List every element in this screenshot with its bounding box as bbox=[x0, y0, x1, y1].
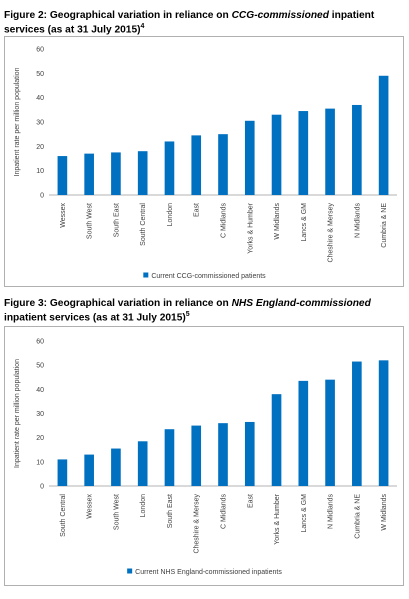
x-tick-label: South Central bbox=[140, 203, 147, 246]
x-tick-label: London bbox=[140, 494, 147, 517]
figure-2-title: Figure 2: Geographical variation in reli… bbox=[4, 10, 404, 35]
x-tick-label: W Midlands bbox=[274, 203, 281, 240]
y-tick-label: 0 bbox=[40, 193, 44, 200]
x-tick-label: Yorks & Humber bbox=[247, 202, 254, 253]
bar bbox=[137, 441, 148, 486]
y-tick-label: 10 bbox=[36, 168, 44, 175]
bar bbox=[298, 380, 309, 486]
figure-3-chart: 0 10 20 30 40 50 60 Inpatient rate per million … bbox=[4, 326, 404, 586]
figure-2-footnote: 4 bbox=[140, 23, 145, 30]
legend-swatch bbox=[143, 272, 149, 278]
y-tick-label: 40 bbox=[36, 387, 44, 394]
figure-2-chart: 0 10 20 30 40 50 60 Inpatient rate per million … bbox=[4, 36, 404, 287]
x-tick-label: Yorks & Humber bbox=[274, 493, 281, 544]
x-tick-label: Lancs & GM bbox=[301, 203, 308, 242]
x-tick-label: South Central bbox=[60, 494, 67, 537]
x-tick-label: South West bbox=[87, 203, 94, 239]
y-axis-label: Inpatient rate per million population bbox=[14, 67, 21, 176]
bar bbox=[111, 448, 121, 486]
bar bbox=[57, 156, 68, 195]
bar bbox=[84, 153, 94, 195]
figure-2-title-emphasis: CCG-commissioned bbox=[231, 10, 329, 21]
bar bbox=[57, 459, 68, 486]
y-tick-label: 30 bbox=[36, 120, 44, 127]
bar bbox=[325, 108, 335, 195]
y-tick-label: 20 bbox=[36, 144, 44, 151]
x-tick-label: Cumbria & NE bbox=[354, 494, 361, 539]
x-tick-label: C Midlands bbox=[221, 494, 228, 530]
x-tick-label: East bbox=[194, 203, 201, 217]
x-tick-label: Wessex bbox=[87, 494, 94, 519]
bar bbox=[218, 134, 228, 195]
x-tick-label: Lancs & GM bbox=[301, 494, 308, 533]
y-tick-label: 60 bbox=[36, 339, 44, 346]
figure-3-title: Figure 3: Geographical variation in reli… bbox=[4, 298, 404, 323]
figure-3-footnote: 5 bbox=[185, 311, 190, 318]
bar bbox=[137, 151, 148, 195]
y-tick-label: 0 bbox=[40, 484, 44, 491]
y-axis-label: Inpatient rate per million population bbox=[14, 359, 21, 468]
bar bbox=[84, 454, 94, 486]
figure-2-chart-svg: 0 10 20 30 40 50 60 Inpatient rate per million … bbox=[14, 47, 397, 280]
x-tick-label: South West bbox=[113, 494, 120, 530]
y-tick-label: 20 bbox=[36, 435, 44, 442]
bar bbox=[191, 425, 202, 486]
bar bbox=[244, 421, 255, 486]
y-tick-label: 60 bbox=[36, 47, 44, 54]
y-tick-label: 10 bbox=[36, 459, 44, 466]
y-tick-label: 40 bbox=[36, 95, 44, 102]
bar bbox=[191, 135, 202, 195]
figure-3-chart-svg: 0 10 20 30 40 50 60 Inpatient rate per million … bbox=[14, 339, 397, 576]
x-tick-label: South East bbox=[113, 203, 120, 237]
bar bbox=[271, 394, 282, 486]
x-tick-label: East bbox=[247, 494, 254, 508]
legend-swatch bbox=[127, 568, 133, 574]
y-tick-label: 30 bbox=[36, 411, 44, 418]
x-tick-label: Cheshire & Mersey bbox=[328, 203, 335, 263]
figure-2-title-suffix: inpatient services (as at 31 July 2015) bbox=[4, 10, 375, 36]
figure-3-title-prefix: Figure 3: Geographical variation in reli… bbox=[4, 298, 232, 309]
x-tick-label: N Midlands bbox=[328, 494, 335, 530]
bar bbox=[325, 379, 335, 486]
figure-2-title-prefix: Figure 2: Geographical variation in reli… bbox=[4, 10, 232, 21]
x-tick-label: South East bbox=[167, 494, 174, 528]
x-tick-label: Wessex bbox=[60, 203, 67, 228]
x-tick-label: N Midlands bbox=[354, 203, 361, 239]
x-tick-label: C Midlands bbox=[221, 203, 228, 239]
figure-3-title-suffix: inpatient services (as at 31 July 2015) bbox=[4, 312, 186, 324]
figure-3-title-emphasis: NHS England-commissioned bbox=[231, 298, 371, 309]
x-tick-label: London bbox=[167, 203, 174, 226]
bar bbox=[352, 361, 362, 486]
bar bbox=[352, 104, 362, 195]
x-tick-label: Cumbria & NE bbox=[381, 203, 388, 248]
bar bbox=[164, 141, 175, 195]
legend-label: Current NHS England-commissioned inpatie… bbox=[135, 569, 282, 576]
bar bbox=[218, 423, 228, 486]
bar bbox=[378, 360, 389, 486]
bar bbox=[298, 111, 309, 195]
bar bbox=[271, 114, 282, 195]
y-tick-label: 50 bbox=[36, 71, 44, 78]
bar bbox=[111, 152, 121, 195]
x-tick-label: W Midlands bbox=[381, 494, 388, 531]
bar bbox=[164, 429, 175, 486]
y-tick-label: 50 bbox=[36, 363, 44, 370]
bar bbox=[244, 120, 255, 195]
legend-label: Current CCG-commissioned patients bbox=[151, 273, 266, 280]
bar bbox=[378, 75, 389, 195]
x-tick-label: Cheshire & Mersey bbox=[194, 494, 201, 554]
